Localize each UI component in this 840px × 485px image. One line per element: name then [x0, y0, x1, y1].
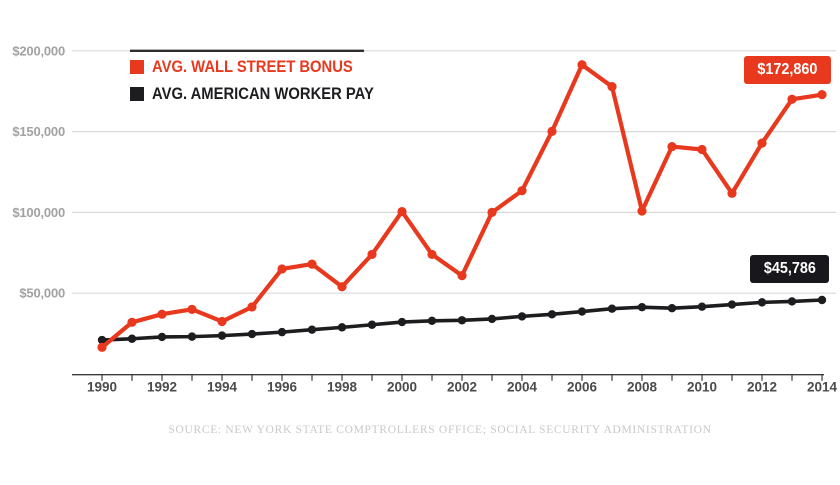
data-point-worker-2007 [607, 304, 617, 313]
data-point-bonus-1990 [97, 342, 107, 352]
data-point-bonus-1998 [337, 282, 347, 292]
data-point-bonus-2009 [667, 141, 677, 152]
x-axis-label: 2006 [567, 380, 598, 395]
data-point-bonus-2012 [757, 138, 767, 148]
legend-item-american-worker-pay: AVG. AMERICAN WORKER PAY [130, 84, 407, 103]
data-point-worker-2010 [697, 302, 707, 311]
data-point-bonus-2000 [397, 206, 407, 217]
callout-bonus-value: $172,860 [744, 56, 831, 84]
data-point-bonus-1994 [217, 316, 227, 327]
data-point-bonus-1997 [307, 259, 317, 269]
data-point-worker-2013 [787, 297, 797, 306]
data-point-bonus-2002 [457, 271, 467, 281]
x-axis-label: 1998 [327, 380, 358, 395]
data-point-bonus-2010 [697, 144, 707, 155]
data-point-worker-2001 [427, 316, 437, 326]
data-point-bonus-1992 [157, 309, 167, 319]
data-point-bonus-2003 [487, 207, 497, 217]
data-point-worker-1999 [367, 320, 377, 329]
data-point-worker-2012 [757, 298, 767, 307]
data-point-worker-2003 [487, 314, 497, 324]
y-axis-label: $100,000 [12, 205, 65, 220]
data-point-worker-2000 [397, 317, 407, 327]
data-point-bonus-2007 [607, 82, 617, 92]
data-point-bonus-2008 [637, 206, 647, 216]
y-axis-label: $200,000 [12, 43, 65, 58]
data-point-bonus-1995 [247, 302, 257, 312]
data-point-worker-2014 [817, 295, 827, 305]
x-axis-label: 2002 [447, 380, 477, 395]
data-point-worker-2002 [457, 316, 467, 325]
data-point-bonus-1999 [367, 249, 377, 260]
x-axis-label: 2012 [747, 380, 777, 395]
data-point-worker-1996 [277, 327, 287, 337]
data-point-bonus-2004 [517, 186, 527, 196]
data-point-bonus-1991 [127, 317, 137, 327]
x-axis-label: 1992 [147, 380, 177, 395]
legend-swatch-bonus-icon [130, 60, 144, 74]
x-axis-label: 1994 [207, 380, 238, 395]
data-point-worker-1991 [127, 334, 137, 343]
data-point-bonus-1996 [277, 264, 287, 274]
y-axis-label: $50,000 [19, 286, 65, 301]
x-axis-label: 2000 [387, 380, 417, 395]
x-axis-label: 1990 [87, 380, 117, 395]
data-point-bonus-2014 [817, 90, 827, 100]
data-point-bonus-2013 [787, 94, 797, 104]
legend-label-bonus: AVG. WALL STREET BONUS [152, 57, 353, 76]
x-axis-label: 2010 [687, 380, 717, 395]
data-point-worker-1992 [157, 332, 167, 342]
data-point-worker-1998 [337, 323, 347, 332]
data-point-bonus-2001 [427, 249, 437, 260]
data-point-worker-2008 [637, 303, 647, 312]
data-point-bonus-2005 [547, 126, 557, 136]
data-point-worker-1997 [307, 325, 317, 334]
x-axis-label: 1996 [267, 380, 298, 395]
x-axis-label: 2008 [627, 380, 658, 395]
callout-worker-text: $45,786 [763, 260, 816, 277]
data-point-worker-1990 [97, 335, 107, 345]
y-axis-label: $150,000 [12, 124, 65, 139]
legend-item-wall-street-bonus: AVG. WALL STREET BONUS [130, 57, 407, 76]
data-point-worker-1994 [217, 331, 227, 340]
data-point-worker-2004 [517, 312, 527, 321]
legend-swatch-worker-icon [130, 87, 144, 101]
x-axis-label: 2014 [807, 380, 838, 395]
callout-bonus-text: $172,860 [757, 61, 818, 78]
data-point-worker-2011 [727, 300, 737, 309]
data-point-worker-2005 [547, 310, 557, 319]
data-point-bonus-2011 [727, 188, 737, 198]
data-point-worker-1993 [187, 332, 197, 341]
chart-legend: AVG. WALL STREET BONUS AVG. AMERICAN WOR… [130, 57, 407, 114]
data-point-bonus-2006 [577, 60, 587, 70]
data-point-worker-2009 [667, 304, 677, 313]
legend-label-worker: AVG. AMERICAN WORKER PAY [152, 84, 374, 103]
source-citation: SOURCE: NEW YORK STATE COMPTROLLERS OFFI… [168, 424, 712, 436]
data-point-bonus-1993 [187, 304, 197, 314]
data-point-worker-1995 [247, 329, 257, 339]
x-axis-label: 2004 [507, 380, 538, 395]
data-point-worker-2006 [577, 307, 587, 316]
callout-worker-value: $45,786 [750, 255, 829, 283]
